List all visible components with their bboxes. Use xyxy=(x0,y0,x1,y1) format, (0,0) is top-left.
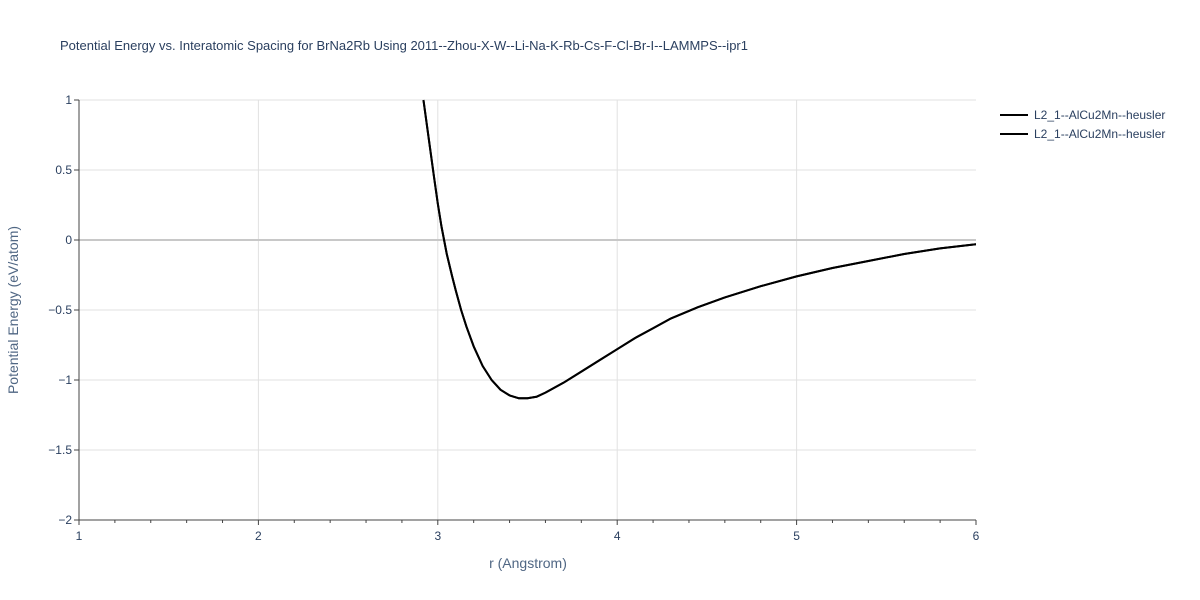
legend-item-2[interactable]: L2_1--AlCu2Mn--heusler xyxy=(1000,127,1165,141)
y-tick-label: −1 xyxy=(58,373,72,387)
x-axis-minor-ticks xyxy=(114,520,941,523)
legend-label: L2_1--AlCu2Mn--heusler xyxy=(1034,108,1165,122)
x-axis-title: r (Angstrom) xyxy=(489,555,567,571)
x-tick-label: 2 xyxy=(255,529,262,543)
x-tick-label: 3 xyxy=(434,529,441,543)
chart-title: Potential Energy vs. Interatomic Spacing… xyxy=(60,38,748,53)
y-axis-ticks: 1 0.5 0 −0.5 −1 −1.5 −2 xyxy=(48,93,79,527)
x-tick-label: 4 xyxy=(614,529,621,543)
grid-lines xyxy=(79,99,976,520)
y-axis-title: Potential Energy (eV/atom) xyxy=(5,226,21,394)
x-axis-ticks: 1 2 3 4 5 6 xyxy=(76,520,980,543)
y-tick-label: −1.5 xyxy=(48,443,72,457)
x-tick-label: 5 xyxy=(793,529,800,543)
series-line-2 xyxy=(422,99,976,400)
y-tick-label: 0.5 xyxy=(55,163,72,177)
series-line-1 xyxy=(422,99,976,400)
x-tick-label: 1 xyxy=(76,529,83,543)
legend[interactable]: L2_1--AlCu2Mn--heusler L2_1--AlCu2Mn--heu… xyxy=(1000,108,1165,141)
y-tick-label: 1 xyxy=(65,93,72,107)
legend-item-1[interactable]: L2_1--AlCu2Mn--heusler xyxy=(1000,108,1165,122)
y-tick-label: −0.5 xyxy=(48,303,72,317)
y-tick-label: 0 xyxy=(65,233,72,247)
y-tick-label: −2 xyxy=(58,513,72,527)
series-lines xyxy=(422,99,976,400)
legend-label: L2_1--AlCu2Mn--heusler xyxy=(1034,127,1165,141)
x-tick-label: 6 xyxy=(973,529,980,543)
